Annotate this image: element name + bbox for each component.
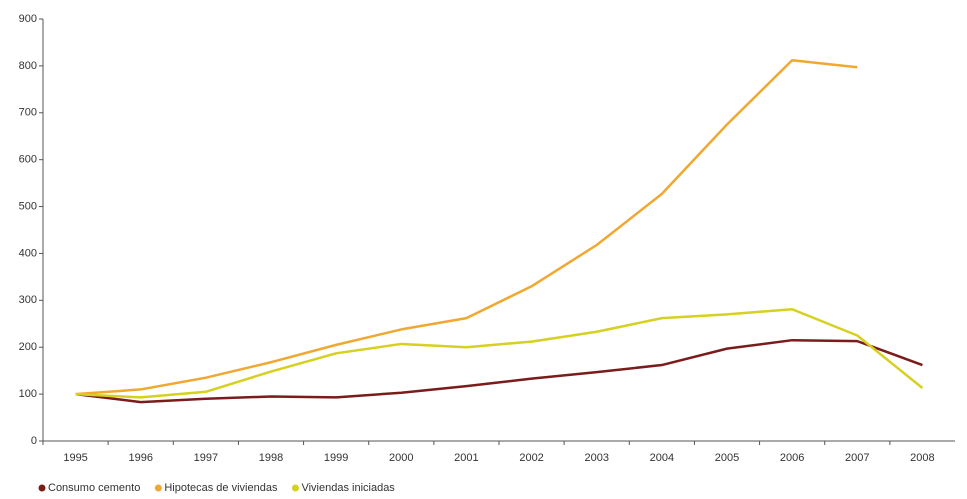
y-tick-label: 700 [19,107,37,119]
x-tick-label: 2007 [845,452,869,464]
y-tick-label: 300 [19,294,37,306]
x-tick-label: 2003 [584,452,608,464]
y-tick-label: 400 [19,247,37,259]
legend-marker [38,484,46,492]
y-tick-label: 200 [19,341,37,353]
x-tick-label: 2008 [910,452,934,464]
x-tick-label: 1997 [194,452,218,464]
series-line [75,307,924,399]
legend-marker [291,484,299,492]
legend-marker [154,484,162,492]
legend-label: Consumo cemento [48,482,140,494]
x-tick-label: 1995 [63,452,87,464]
x-tick-label: 2004 [650,452,674,464]
series-line [75,338,923,404]
x-tick-label: 2000 [389,452,413,464]
y-tick-label: 500 [19,200,37,212]
y-tick-label: 0 [31,435,37,447]
x-tick-label: 2001 [454,452,478,464]
y-tick-label: 600 [19,154,37,166]
y-tick-label: 800 [19,60,37,72]
x-tick-label: 1999 [324,452,348,464]
x-tick-label: 1998 [259,452,283,464]
x-tick-label: 1996 [128,452,152,464]
y-tick-label: 900 [19,13,37,25]
x-tick-label: 2002 [519,452,543,464]
y-tick-label: 100 [19,388,37,400]
series-line [75,59,858,396]
legend-label: Viviendas iniciadas [301,482,395,494]
x-tick-label: 2006 [780,452,804,464]
legend-label: Hipotecas de viviendas [164,482,278,494]
x-tick-label: 2005 [715,452,739,464]
